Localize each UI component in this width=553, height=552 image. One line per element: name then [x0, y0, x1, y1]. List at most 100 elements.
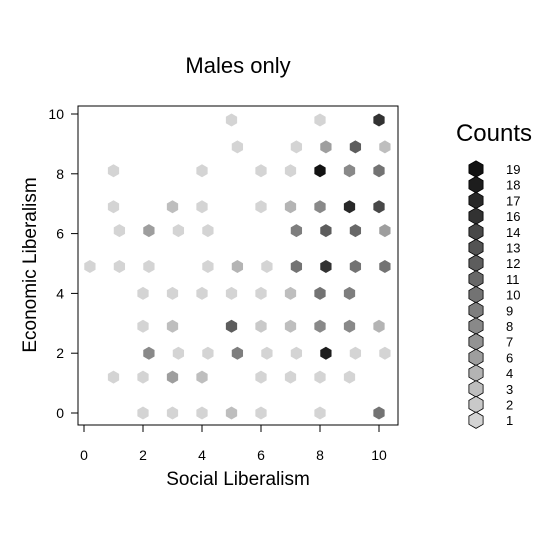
hexbin-cell — [255, 164, 267, 178]
hexbin-cell — [343, 370, 356, 384]
hexbin-cell — [255, 200, 267, 214]
hexbin-cell — [343, 164, 356, 178]
hexbin-cell — [314, 370, 326, 384]
legend-label: 19 — [506, 162, 520, 177]
hexbin-cell — [137, 319, 149, 333]
hexbin-cell — [314, 286, 326, 300]
hexbin-cell — [290, 140, 303, 154]
legend-swatch — [468, 364, 484, 382]
y-tick-label: 2 — [56, 345, 64, 361]
hexbin-cell — [166, 319, 179, 333]
hexbin-cell — [225, 406, 238, 420]
hexbin-cell — [107, 164, 120, 178]
hexbin-cell — [261, 259, 273, 273]
legend-swatch — [468, 238, 484, 257]
legend-label: 16 — [506, 209, 520, 224]
hexbin-cell — [284, 164, 297, 178]
legend-swatch — [468, 254, 484, 272]
y-tick-label: 0 — [56, 405, 64, 421]
axes: 0 2 4 6 8 10 0 2 4 6 8 10 — [48, 106, 387, 463]
hexbin-cell — [320, 224, 332, 238]
hexbin-cell — [379, 140, 391, 154]
plot-frame — [77, 105, 399, 426]
hexbin-cell — [137, 370, 149, 384]
hexbin-cell — [107, 200, 120, 214]
legend-swatch — [468, 395, 484, 414]
legend-swatch — [468, 301, 484, 319]
legend-label: 10 — [506, 288, 520, 303]
y-tick-label: 8 — [56, 166, 64, 182]
hexbin-cell — [255, 406, 267, 420]
legend-label: 14 — [506, 225, 520, 240]
legend-swatch — [468, 176, 484, 194]
hexbin-cell — [231, 259, 244, 273]
hexbin-cell — [349, 140, 362, 154]
hexbin-cell — [143, 259, 155, 273]
hexbin-cell — [314, 113, 326, 127]
hexbin-cell — [196, 286, 208, 300]
legend-label: 2 — [506, 398, 513, 413]
y-axis-label: Economic Liberalism — [20, 177, 41, 352]
hexbin-cell — [343, 200, 356, 214]
legend-label: 4 — [506, 366, 513, 381]
y-tick-label: 6 — [56, 226, 64, 242]
hexbin-cell — [166, 200, 179, 214]
legend-swatch — [468, 191, 484, 210]
y-tick-label: 10 — [48, 106, 64, 122]
hexbin-cell — [314, 319, 326, 333]
hexbin-cell — [284, 200, 297, 214]
hexbin-cell — [166, 286, 179, 300]
hexbin-cell — [349, 346, 362, 360]
hexbin-cell — [284, 286, 297, 300]
hexbin-cell — [202, 259, 214, 273]
hexbin-cell — [172, 346, 185, 360]
hexbin-cell — [290, 224, 303, 238]
hexbin-cell — [284, 370, 297, 384]
hexbin-cell — [113, 259, 126, 273]
x-axis-label: Social Liberalism — [166, 469, 310, 490]
chart-title: Males only — [185, 53, 290, 78]
x-tick-label: 6 — [257, 447, 265, 463]
y-tick-label: 4 — [56, 285, 64, 301]
legend-label: 11 — [506, 272, 520, 287]
hexbin-cell — [196, 164, 208, 178]
hexbin-cell — [379, 259, 391, 273]
hexbin-cell — [261, 346, 273, 360]
hexbin-cell — [284, 319, 297, 333]
hexbin-cell — [84, 259, 96, 273]
hexbin-cell — [290, 259, 303, 273]
hexbin-cell — [320, 346, 332, 360]
hexbin-cell — [143, 224, 155, 238]
legend-label: 9 — [506, 303, 513, 318]
legend-swatch — [468, 207, 484, 225]
hexbin-cell — [373, 200, 385, 214]
hexbin-cell — [314, 406, 326, 420]
hexbin-cell — [343, 319, 356, 333]
legend-label: 7 — [506, 335, 513, 350]
legend-swatch — [468, 223, 484, 241]
hexbin-cell — [196, 370, 208, 384]
hexbin-cell — [320, 259, 332, 273]
hexbin-cell — [202, 224, 214, 238]
legend-swatch — [468, 270, 484, 288]
x-tick-label: 8 — [316, 447, 324, 463]
hexbin-cell — [373, 164, 385, 178]
hexbin-cell — [373, 319, 385, 333]
legend-label: 3 — [506, 382, 513, 397]
hexbin-cell — [196, 200, 208, 214]
hexbin-cell — [172, 224, 185, 238]
legend-swatch — [468, 285, 484, 304]
hexbin-cell — [137, 406, 149, 420]
hexbin-cell — [107, 370, 120, 384]
hexbin-cell — [349, 259, 362, 273]
legend-swatch — [468, 411, 484, 429]
hexbin-cell — [231, 346, 244, 360]
hexbin-cell — [320, 140, 332, 154]
legend-swatch — [468, 317, 484, 335]
hexbin-cell — [379, 224, 391, 238]
legend-label: 1 — [506, 413, 513, 428]
x-tick-label: 2 — [139, 447, 147, 463]
